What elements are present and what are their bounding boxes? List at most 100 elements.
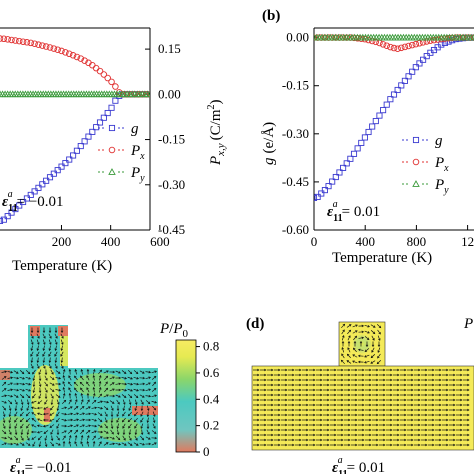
polarization-arrow-head bbox=[313, 368, 316, 372]
polarization-arrow bbox=[60, 351, 64, 357]
polarization-arrow-head bbox=[146, 426, 150, 430]
polarization-arrow bbox=[31, 407, 37, 409]
polarization-arrow-head bbox=[306, 433, 309, 437]
polarization-arrow-head bbox=[15, 437, 18, 441]
polarization-arrow bbox=[93, 387, 95, 393]
polarization-arrow bbox=[80, 399, 84, 405]
polarization-arrow-head bbox=[376, 413, 379, 417]
polarization-arrow-head bbox=[341, 340, 345, 344]
panel-d-map-body bbox=[251, 365, 474, 451]
polarization-arrow-head bbox=[127, 413, 131, 417]
polarization-arrow-head bbox=[36, 424, 40, 428]
polarization-arrow bbox=[121, 442, 127, 446]
polarization-arrow-head bbox=[123, 395, 127, 398]
polarization-arrow-head bbox=[313, 378, 316, 382]
polarization-arrow-head bbox=[257, 438, 260, 442]
polarization-arrow-head bbox=[292, 383, 295, 387]
polarization-arrow-head bbox=[264, 378, 267, 382]
polarization-arrow-head bbox=[313, 398, 316, 402]
polarization-arrow-head bbox=[49, 342, 52, 345]
polarization-arrow-head bbox=[80, 375, 83, 379]
polarization-arrow bbox=[364, 330, 370, 334]
data-point-px bbox=[0, 35, 8, 43]
data-point-g bbox=[361, 134, 368, 141]
polarization-arrow-head bbox=[75, 406, 79, 409]
polarization-arrow-head bbox=[82, 418, 86, 422]
polarization-arrow bbox=[39, 381, 41, 387]
polarization-arrow-head bbox=[390, 378, 393, 382]
polarization-arrow-head bbox=[123, 438, 126, 441]
polarization-arrow bbox=[19, 442, 25, 446]
polarization-arrow bbox=[2, 423, 6, 429]
polarization-arrow-head bbox=[355, 383, 358, 387]
polarization-arrow-head bbox=[397, 428, 400, 432]
polarization-arrow-head bbox=[320, 388, 323, 392]
polarization-arrow-head bbox=[31, 366, 34, 369]
data-point-g bbox=[318, 190, 325, 197]
polarization-arrow bbox=[145, 382, 151, 386]
polarization-arrow-head bbox=[257, 393, 260, 397]
polarization-arrow-head bbox=[140, 426, 143, 429]
colorbar-tick-label: 0 bbox=[203, 444, 210, 459]
polarization-arrow-head bbox=[446, 388, 449, 392]
polarization-arrow-head bbox=[15, 402, 18, 405]
polarization-arrow-head bbox=[55, 336, 58, 339]
polarization-arrow-head bbox=[30, 354, 33, 357]
polarization-arrow-head bbox=[99, 369, 102, 373]
polarization-arrow-head bbox=[432, 408, 435, 412]
polarization-arrow-head bbox=[118, 388, 122, 392]
polarization-arrow bbox=[151, 442, 157, 446]
polarization-arrow-head bbox=[390, 428, 393, 432]
polarization-arrow-head bbox=[76, 412, 79, 415]
polarization-arrow bbox=[370, 360, 376, 364]
polarization-arrow-head bbox=[348, 438, 351, 442]
polarization-arrow bbox=[50, 405, 54, 411]
polarization-arrow bbox=[25, 442, 31, 446]
polarization-arrow-head bbox=[278, 428, 281, 432]
polarization-arrow bbox=[25, 376, 31, 380]
x-tick-label: 0 bbox=[311, 234, 318, 249]
panel-d-label: (d) bbox=[246, 316, 264, 332]
polarization-arrow-head bbox=[43, 336, 46, 339]
polarization-arrow bbox=[68, 381, 72, 387]
data-point-g bbox=[314, 193, 321, 200]
polarization-arrow-head bbox=[404, 368, 407, 372]
polarization-arrow-head bbox=[63, 435, 66, 438]
polarization-arrow bbox=[37, 400, 43, 404]
polarization-arrow-head bbox=[404, 388, 407, 392]
polarization-arrow-head bbox=[10, 394, 14, 398]
polarization-arrow-head bbox=[51, 443, 54, 447]
polarization-arrow-head bbox=[425, 418, 428, 422]
polarization-arrow bbox=[50, 393, 54, 399]
polarization-arrow-head bbox=[334, 393, 337, 397]
polarization-arrow-head bbox=[320, 423, 323, 427]
data-point-g bbox=[398, 82, 405, 89]
polarization-arrow-head bbox=[299, 368, 302, 372]
polarization-arrow-head bbox=[86, 440, 90, 444]
polarization-arrow bbox=[2, 405, 6, 411]
polarization-arrow-head bbox=[142, 443, 145, 446]
polarization-arrow-head bbox=[425, 438, 428, 442]
polarization-arrow-head bbox=[397, 433, 400, 437]
polarization-arrow-head bbox=[390, 368, 393, 372]
polarization-arrow-head bbox=[10, 370, 14, 374]
polarization-arrow-head bbox=[348, 413, 351, 417]
polarization-arrow-head bbox=[54, 330, 58, 334]
data-point-px bbox=[408, 41, 416, 49]
polarization-arrow-head bbox=[42, 412, 46, 416]
polarization-arrow-head bbox=[70, 412, 74, 416]
polarization-arrow bbox=[145, 400, 151, 404]
polarization-arrow bbox=[141, 429, 143, 435]
polarization-arrow bbox=[341, 347, 345, 353]
polarization-arrow bbox=[134, 411, 138, 417]
polarization-arrow-head bbox=[467, 413, 470, 417]
polarization-arrow-head bbox=[31, 336, 34, 339]
polarization-arrow-head bbox=[278, 418, 281, 422]
polarization-arrow-head bbox=[348, 373, 351, 377]
polarization-arrow bbox=[63, 375, 65, 381]
polarization-arrow-head bbox=[306, 373, 309, 377]
polarization-arrow-head bbox=[122, 426, 125, 429]
polarization-arrow-head bbox=[50, 438, 54, 442]
polarization-arrow bbox=[85, 413, 91, 415]
polarization-arrow-head bbox=[313, 438, 316, 442]
